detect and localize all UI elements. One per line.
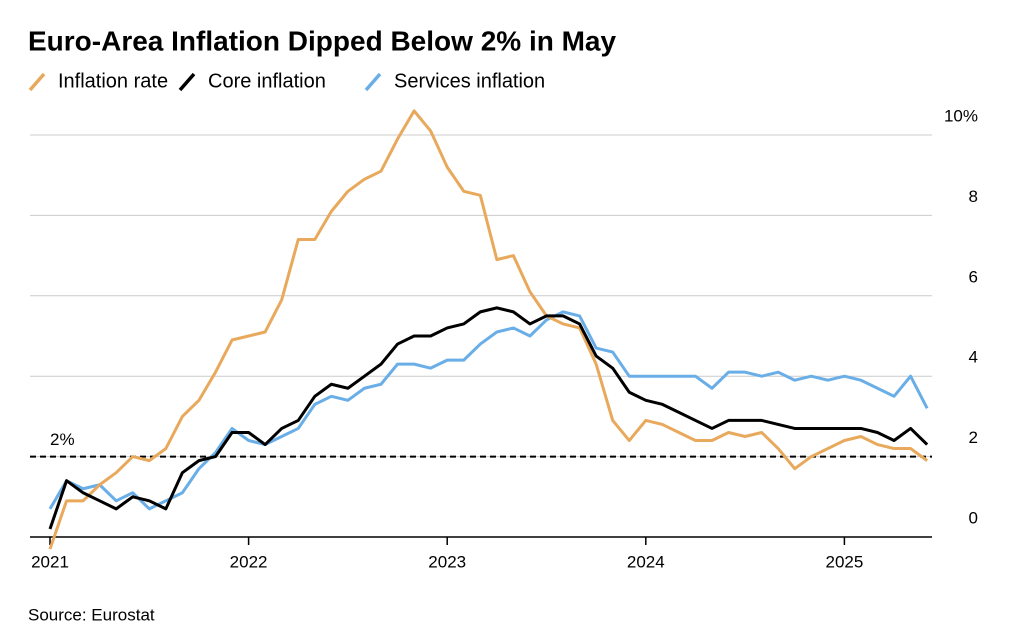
chart-title: Euro-Area Inflation Dipped Below 2% in M… [28,25,616,56]
x-tick-label: 2022 [230,552,268,571]
legend-label: Core inflation [208,70,326,92]
legend-label: Inflation rate [58,70,168,92]
y-tick-label: 10% [944,106,978,125]
series-line [48,109,929,550]
y-tick-label: 0 [969,508,978,527]
series-line [48,306,929,530]
y-tick-label: 6 [969,267,978,286]
source: Source: Eurostat [28,605,155,624]
y-tick-label: 2 [969,428,978,447]
legend-label: Services inflation [394,70,545,92]
legend-swatch [364,72,382,92]
x-tick-label: 2023 [428,552,466,571]
y-tick-label: 4 [969,348,978,367]
legend-swatch [178,72,196,92]
series-line [48,310,929,511]
x-tick-label: 2021 [31,552,69,571]
y-tick-label: 8 [969,187,978,206]
x-tick-label: 2024 [627,552,665,571]
legend-swatch [28,72,46,92]
x-tick-label: 2025 [825,552,863,571]
threshold-label: 2% [50,430,75,449]
